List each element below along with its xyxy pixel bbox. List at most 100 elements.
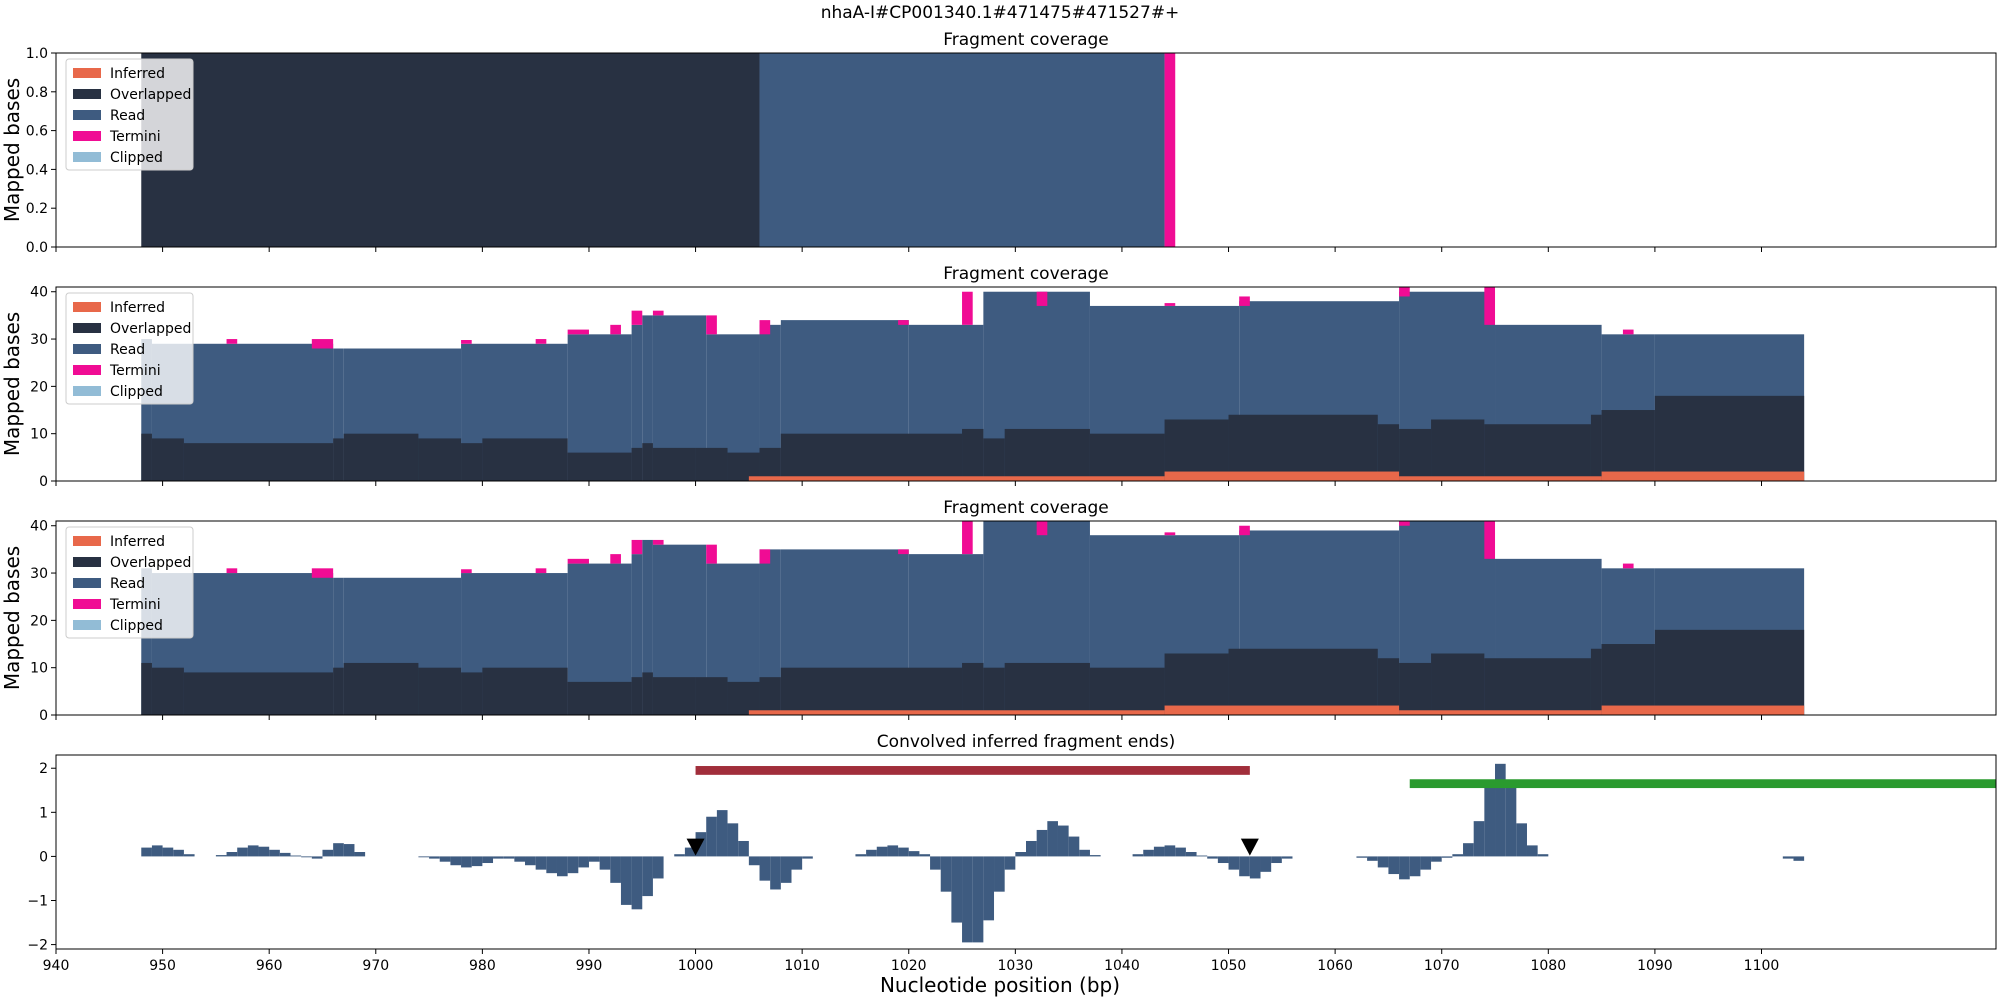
legend-swatch-termini <box>73 131 101 141</box>
overlapped-coverage-bar <box>141 662 152 715</box>
interval-bar <box>695 766 1250 775</box>
signal-bar <box>258 846 270 857</box>
overlapped-coverage-bar <box>461 672 483 715</box>
signal-bar <box>1196 855 1208 857</box>
overlapped-coverage-bar <box>1228 414 1378 481</box>
termini-bar <box>226 339 238 344</box>
inferred-coverage-bar <box>1399 476 1602 481</box>
inferred-coverage-bar <box>748 476 1165 481</box>
x-tick-label: 1090 <box>1637 958 1673 974</box>
termini-bar <box>1622 563 1634 569</box>
overlapped-coverage-bar <box>482 667 568 715</box>
end-marker-triangle <box>686 838 705 856</box>
signal-bar <box>1484 785 1496 857</box>
termini-bar <box>631 539 643 555</box>
x-tick-label: 950 <box>149 958 176 974</box>
overlapped-coverage-bar <box>141 433 152 481</box>
signal-bar <box>525 856 536 866</box>
termini-bar <box>631 310 643 325</box>
overlapped-coverage-bar <box>1590 648 1602 715</box>
signal-bar <box>1367 856 1378 861</box>
overlapped-coverage-bar <box>1484 424 1591 481</box>
overlapped-coverage-bar <box>1431 419 1485 481</box>
signal-bar <box>311 856 323 859</box>
read-coverage-bar <box>759 549 781 715</box>
x-tick-label: 1070 <box>1424 958 1460 974</box>
legend-swatch-read <box>73 344 101 354</box>
legend-entry-read: Read <box>110 576 145 592</box>
overlapped-coverage-bar <box>642 672 653 715</box>
plot-area <box>141 763 1996 943</box>
signal-bar <box>1068 836 1080 857</box>
signal-bar <box>866 849 877 857</box>
read-coverage-bar <box>333 577 344 715</box>
read-coverage-bar <box>642 315 653 481</box>
overlapped-coverage-bar <box>1590 414 1602 481</box>
coverage-overlapped-segment <box>141 53 760 247</box>
legend-entry-termini: Termini <box>109 363 161 379</box>
overlapped-coverage-bar <box>461 443 483 481</box>
legend-swatch-overlapped <box>73 89 101 99</box>
signal-bar <box>1452 854 1464 857</box>
x-tick-label: 1100 <box>1744 958 1780 974</box>
overlapped-coverage-bar <box>631 447 643 481</box>
overlapped-coverage-bar <box>567 452 632 481</box>
x-tick-label: 1050 <box>1211 958 1247 974</box>
signal-bar <box>290 855 302 857</box>
inferred-coverage-bar <box>1399 710 1602 715</box>
inferred-coverage-bar <box>1601 471 1805 481</box>
overlapped-coverage-bar <box>482 438 568 481</box>
panel-title: Fragment coverage <box>943 498 1109 518</box>
termini-bar <box>1399 287 1410 297</box>
legend: Inferred Overlapped Read Termini Clipped <box>65 292 194 405</box>
inferred-coverage-bar <box>1164 471 1400 481</box>
legend-swatch-termini <box>73 599 101 609</box>
coverage-termini-segment <box>1164 53 1176 247</box>
signal-bar <box>962 856 973 943</box>
signal-bar <box>546 856 557 874</box>
legend-entry-overlapped: Overlapped <box>110 321 191 337</box>
overlapped-coverage-bar <box>1089 667 1165 715</box>
signal-bar <box>301 856 312 858</box>
overlapped-coverage-bar <box>567 681 632 715</box>
signal-bar <box>1431 856 1442 862</box>
overlapped-coverage-bar <box>727 681 760 715</box>
axes-frame <box>55 52 1997 248</box>
signal-bar <box>972 856 984 943</box>
read-coverage-bar <box>631 554 643 715</box>
signal-bar <box>567 856 579 874</box>
panel-3: Fragment coverage Mapped bases 0 10 20 30 40 In… <box>0 498 1997 724</box>
legend-entry-overlapped: Overlapped <box>110 87 191 103</box>
signal-bar <box>770 856 781 890</box>
panel-2: Fragment coverage Mapped bases 0 10 20 30 40 In… <box>0 264 1997 490</box>
signal-bar <box>631 856 643 910</box>
signal-bar <box>876 846 888 857</box>
legend: Inferred Overlapped Read Termini Clipped <box>65 526 194 639</box>
overlapped-coverage-bar <box>1004 662 1090 715</box>
signal-bar <box>887 845 899 857</box>
y-tick-label: 0.4 <box>26 162 48 178</box>
legend-entry-inferred: Inferred <box>110 66 165 82</box>
termini-bar <box>1036 291 1048 306</box>
y-tick-label: 0 <box>39 474 48 490</box>
legend-swatch-overlapped <box>73 557 101 567</box>
axes-frame <box>55 754 1997 950</box>
overlapped-coverage-bar <box>1654 395 1805 481</box>
legend-swatch-inferred <box>73 68 101 78</box>
termini-bar <box>652 539 664 545</box>
signal-bar <box>514 856 526 862</box>
signal-bar <box>215 855 227 857</box>
overlapped-coverage-bar <box>183 672 334 715</box>
signal-bar <box>493 856 504 859</box>
x-tick-label: 1030 <box>998 958 1034 974</box>
legend-swatch-read <box>73 110 101 120</box>
legend-swatch-clipped <box>73 386 101 396</box>
legend-swatch-clipped <box>73 152 101 162</box>
signal-bar <box>354 852 366 857</box>
signal-bar <box>1015 852 1026 857</box>
overlapped-coverage-bar <box>1484 658 1591 715</box>
signal-bar <box>226 852 238 857</box>
signal-bar <box>802 856 813 859</box>
y-tick-label: 0.2 <box>26 201 48 217</box>
